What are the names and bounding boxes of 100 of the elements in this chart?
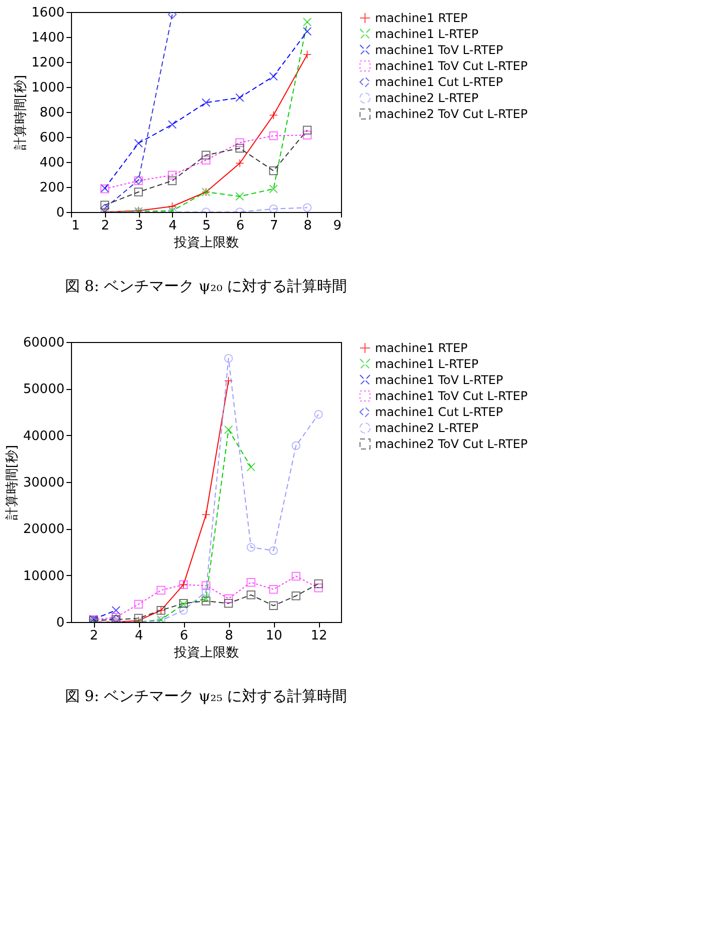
point — [269, 131, 278, 140]
legend-label: machine1 RTEP — [375, 11, 468, 25]
legend-label: machine1 Cut L-RTEP — [375, 405, 503, 419]
point — [302, 126, 312, 134]
point — [246, 590, 256, 600]
point — [224, 598, 233, 608]
point — [302, 203, 312, 212]
point — [292, 572, 300, 581]
point — [292, 591, 300, 600]
y-tick-label: 20000 — [23, 522, 64, 538]
y-tick-label: 200 — [40, 180, 64, 196]
x-tick-label: 4 — [134, 628, 144, 644]
point — [269, 601, 278, 610]
x-tick-label: 5 — [202, 218, 211, 234]
legend-label: machine2 ToV Cut L-RTEP — [375, 437, 528, 451]
legend-label: machine1 ToV Cut L-RTEP — [375, 389, 528, 403]
y-tick-label: 30000 — [23, 476, 64, 490]
point — [314, 410, 323, 419]
legend-label: machine1 ToV Cut L-RTEP — [375, 59, 528, 73]
point — [269, 110, 278, 120]
point — [235, 138, 244, 147]
point — [246, 578, 256, 587]
legend-label: machine2 ToV Cut L-RTEP — [375, 107, 528, 121]
caption: 図 9: ベンチマーク ψ₂₅ に対する計算時間 — [64, 687, 348, 705]
x-tick-label: 1 — [72, 218, 80, 234]
x-tick-label: 4 — [168, 218, 177, 234]
y-tick-label: 50000 — [23, 382, 64, 398]
y-tick-label: 1400 — [31, 30, 64, 46]
x-axis-title: 投資上限数 — [173, 646, 239, 660]
y-tick-label: 1000 — [31, 80, 64, 96]
point — [269, 166, 278, 176]
x-tick-label: 2 — [101, 218, 110, 234]
point — [314, 579, 323, 588]
point — [168, 202, 177, 211]
point — [168, 176, 177, 186]
point — [235, 192, 244, 201]
point — [112, 606, 120, 615]
point — [302, 27, 312, 36]
caption: 図 8: ベンチマーク ψ₂₀ に対する計算時間 — [64, 277, 348, 295]
point — [246, 542, 256, 552]
legend-label: machine1 Cut L-RTEP — [375, 75, 503, 89]
x-tick-label: 7 — [270, 218, 278, 234]
point — [100, 200, 110, 210]
point — [202, 98, 210, 107]
point — [179, 606, 188, 615]
x-tick-label: 10 — [266, 628, 282, 644]
point — [235, 144, 244, 153]
point — [224, 425, 233, 434]
x-axis-title: 投資上限数 — [173, 236, 239, 250]
legend-label: machine2 L-RTEP — [375, 421, 478, 435]
point — [168, 120, 177, 129]
point — [269, 584, 278, 594]
point — [292, 441, 300, 450]
y-tick-label: 40000 — [23, 428, 64, 444]
point — [314, 584, 323, 592]
y-tick-label: 0 — [56, 616, 64, 630]
point — [246, 462, 256, 472]
y-axis-title: 計算時間[秒] — [13, 74, 28, 150]
y-tick-label: 1600 — [31, 6, 64, 20]
point — [224, 594, 233, 604]
legend-label: machine1 L-RTEP — [375, 27, 478, 41]
point — [224, 354, 233, 363]
y-tick-label: 400 — [40, 156, 64, 170]
y-axis-title: 計算時間[秒] — [5, 444, 20, 520]
point — [134, 138, 143, 148]
point — [224, 376, 233, 386]
point — [235, 93, 244, 102]
y-tick-label: 800 — [40, 106, 64, 120]
point — [202, 156, 210, 164]
point — [269, 72, 278, 81]
point — [235, 158, 244, 168]
legend-label: machine2 L-RTEP — [375, 91, 478, 105]
point — [134, 188, 143, 196]
point — [269, 184, 278, 194]
point — [302, 130, 312, 140]
point — [168, 170, 177, 180]
point — [134, 600, 143, 609]
point — [269, 204, 278, 212]
x-tick-label: 3 — [134, 218, 144, 234]
point — [302, 50, 312, 59]
x-tick-label: 8 — [304, 218, 312, 234]
point — [269, 546, 278, 555]
legend-label: machine1 ToV L-RTEP — [375, 373, 504, 387]
x-tick-label: 8 — [224, 628, 234, 644]
point — [202, 581, 210, 590]
y-tick-label: 60000 — [23, 336, 64, 350]
legend-label: machine1 L-RTEP — [375, 357, 478, 371]
point — [202, 594, 210, 604]
y-tick-label: 1200 — [31, 56, 64, 70]
legend-label: machine1 ToV L-RTEP — [375, 43, 504, 57]
x-tick-label: 6 — [180, 628, 188, 644]
y-tick-label: 10000 — [23, 568, 64, 584]
point — [202, 510, 210, 520]
point — [302, 18, 312, 26]
x-tick-label: 12 — [310, 628, 328, 644]
legend-label: machine1 RTEP — [375, 341, 468, 355]
x-tick-label: 6 — [236, 218, 244, 234]
point — [202, 587, 210, 596]
point — [202, 150, 210, 160]
y-tick-label: 0 — [56, 206, 64, 220]
